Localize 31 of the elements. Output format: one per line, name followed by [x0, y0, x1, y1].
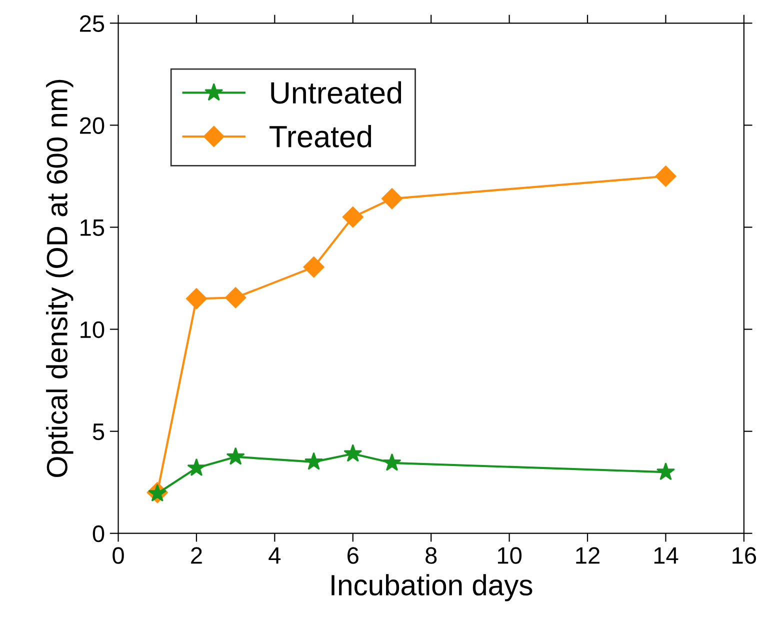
- point: [655, 166, 676, 187]
- x-tick-label: 14: [654, 547, 678, 564]
- point: [344, 444, 362, 462]
- legend-label: Treated: [270, 125, 372, 148]
- y-axis-title: Optical density (OD at 600 nm): [46, 80, 74, 478]
- y-tick-label: 20: [80, 117, 104, 134]
- y-tick-label: 25: [80, 15, 104, 32]
- y-tick-label: 0: [92, 525, 104, 542]
- y-tick-label: 10: [80, 321, 104, 338]
- x-axis-title: Incubation days: [332, 574, 532, 602]
- x-tick-label: 6: [348, 547, 358, 564]
- x-tick-label: 10: [498, 547, 522, 564]
- point: [304, 452, 324, 470]
- x-tick-label: 12: [576, 547, 600, 564]
- x-tick-label: 8: [426, 547, 437, 564]
- point: [226, 447, 245, 465]
- x-tick-label: 0: [112, 547, 124, 564]
- legend-label: Untreated: [271, 81, 402, 104]
- x-tick-label: 2: [191, 547, 202, 564]
- point: [656, 462, 675, 480]
- point: [225, 287, 246, 308]
- point: [342, 206, 364, 228]
- point: [303, 256, 324, 278]
- x-tick-label: 4: [268, 547, 281, 564]
- point: [382, 453, 402, 471]
- y-tick-label: 5: [92, 424, 104, 440]
- x-tick-label: 16: [732, 547, 756, 564]
- point: [187, 458, 206, 476]
- point: [186, 288, 207, 310]
- point: [381, 188, 403, 210]
- y-tick-label: 15: [80, 220, 104, 236]
